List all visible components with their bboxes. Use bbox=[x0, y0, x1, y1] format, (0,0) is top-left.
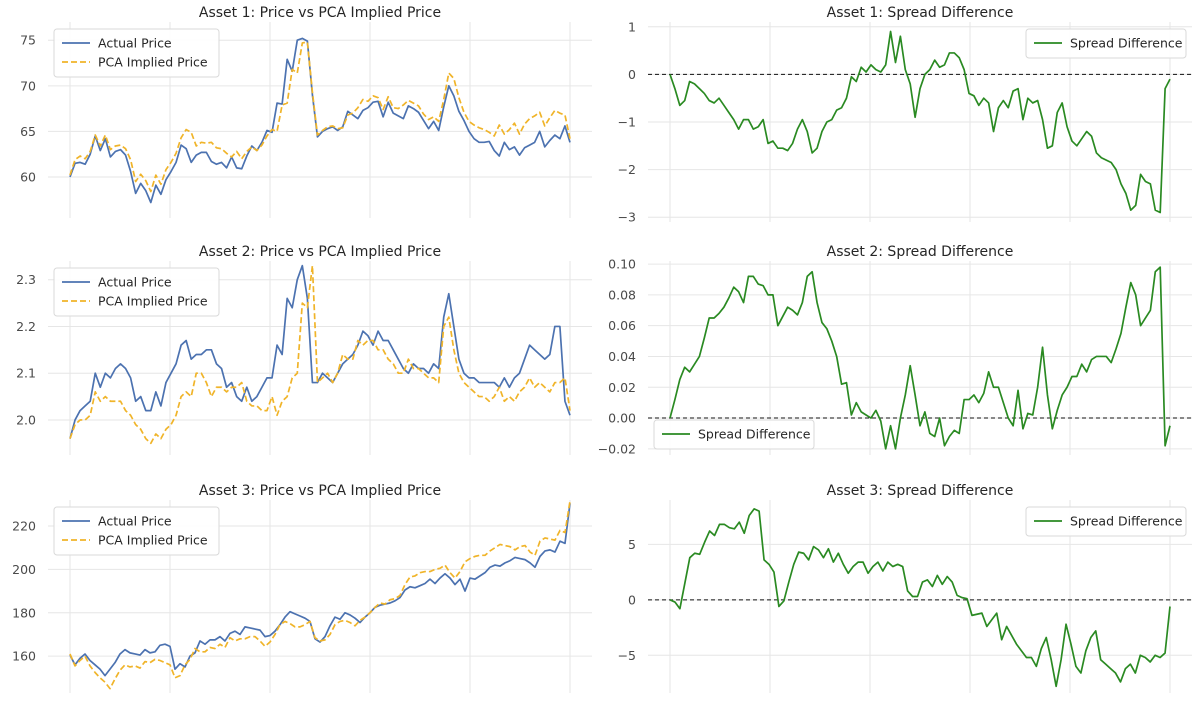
y-tick-label: −0.02 bbox=[598, 441, 636, 456]
chart-title: Asset 2: Spread Difference bbox=[827, 244, 1014, 260]
subplot-asset1-spread: Asset 1: Spread Difference −3 −2 −1 0 1 Spread… bbox=[618, 5, 1192, 225]
chart-title: Asset 3: Spread Difference bbox=[827, 483, 1014, 499]
subplot-asset3-spread: Asset 3: Spread Difference −5 0 5 Spread Dif… bbox=[618, 483, 1192, 693]
legend-box bbox=[53, 267, 220, 317]
y-tick-label: 70 bbox=[20, 78, 36, 93]
legend-label: Actual Price bbox=[98, 36, 172, 51]
y-tick-label: 0.08 bbox=[608, 287, 636, 302]
grid-lines bbox=[48, 22, 592, 218]
legend: Actual Price PCA Implied Price bbox=[53, 506, 220, 556]
subplot-asset2-price: Asset 2: Price vs PCA Implied Price 2.0 2.… bbox=[16, 244, 592, 455]
y-tick-label: 0.06 bbox=[608, 318, 636, 333]
series-line-pca-implied-price bbox=[69, 500, 571, 690]
y-tick-label: 1 bbox=[628, 19, 636, 34]
subplot-asset1-price: Asset 1: Price vs PCA Implied Price 60 65 7… bbox=[20, 5, 592, 218]
legend-label: Actual Price bbox=[98, 275, 172, 290]
legend-label: PCA Implied Price bbox=[98, 294, 208, 309]
y-tick-label: 2.1 bbox=[16, 366, 36, 381]
series-line-spread-difference bbox=[669, 508, 1171, 688]
series-line-spread-difference bbox=[669, 30, 1171, 214]
y-tick-label: 0.10 bbox=[608, 257, 636, 272]
series-line-actual-price bbox=[69, 503, 571, 677]
legend-label: PCA Implied Price bbox=[98, 533, 208, 548]
grid-lines bbox=[48, 261, 592, 455]
chart-title: Asset 1: Spread Difference bbox=[827, 5, 1014, 21]
subplot-asset3-price: Asset 3: Price vs PCA Implied Price 160 18… bbox=[12, 483, 592, 693]
chart-title: Asset 2: Price vs PCA Implied Price bbox=[199, 244, 441, 260]
chart-title: Asset 3: Price vs PCA Implied Price bbox=[199, 483, 441, 499]
legend-label: Spread Difference bbox=[1070, 514, 1183, 529]
y-tick-label: −3 bbox=[618, 210, 636, 225]
series-line-actual-price bbox=[69, 264, 571, 439]
y-tick-label: −5 bbox=[618, 648, 636, 663]
legend: Spread Difference bbox=[1025, 28, 1187, 59]
legend-box bbox=[653, 419, 815, 450]
legend-box bbox=[53, 506, 220, 556]
y-tick-label: 0 bbox=[628, 592, 636, 607]
y-tick-label: 75 bbox=[20, 33, 36, 48]
series-line-actual-price bbox=[69, 37, 571, 204]
y-tick-label: 2.3 bbox=[16, 272, 36, 287]
y-tick-label: 0.02 bbox=[608, 380, 636, 395]
y-tick-label: 0 bbox=[628, 67, 636, 82]
series-line-pca-implied-price bbox=[69, 41, 571, 193]
legend: Actual Price PCA Implied Price bbox=[53, 267, 220, 317]
y-tick-label: 65 bbox=[20, 124, 36, 139]
y-tick-label: 5 bbox=[628, 537, 636, 552]
legend: Spread Difference bbox=[653, 419, 815, 450]
legend-label: Actual Price bbox=[98, 514, 172, 529]
y-tick-label: −1 bbox=[618, 115, 636, 130]
y-tick-label: −2 bbox=[618, 162, 636, 177]
legend: Spread Difference bbox=[1025, 506, 1187, 537]
legend-box bbox=[1025, 28, 1187, 59]
legend-label: Spread Difference bbox=[1070, 36, 1183, 51]
subplot-asset2-spread: Asset 2: Spread Difference −0.02 0.00 0.02 0… bbox=[598, 244, 1192, 456]
legend-label: Spread Difference bbox=[698, 427, 811, 442]
y-tick-label: 0.04 bbox=[608, 349, 636, 364]
y-tick-label: 2.0 bbox=[16, 412, 36, 427]
y-tick-label: 0.00 bbox=[608, 411, 636, 426]
legend-label: PCA Implied Price bbox=[98, 55, 208, 70]
y-tick-label: 180 bbox=[12, 605, 36, 620]
series-line-spread-difference bbox=[669, 266, 1171, 450]
y-tick-label: 220 bbox=[12, 519, 36, 534]
legend-box bbox=[53, 28, 220, 78]
y-tick-label: 2.2 bbox=[16, 319, 36, 334]
chart-title: Asset 1: Price vs PCA Implied Price bbox=[199, 5, 441, 21]
y-tick-label: 160 bbox=[12, 649, 36, 664]
y-tick-label: 200 bbox=[12, 562, 36, 577]
legend-box bbox=[1025, 506, 1187, 537]
y-tick-label: 60 bbox=[20, 169, 36, 184]
series-line-pca-implied-price bbox=[69, 264, 571, 445]
legend: Actual Price PCA Implied Price bbox=[53, 28, 220, 78]
